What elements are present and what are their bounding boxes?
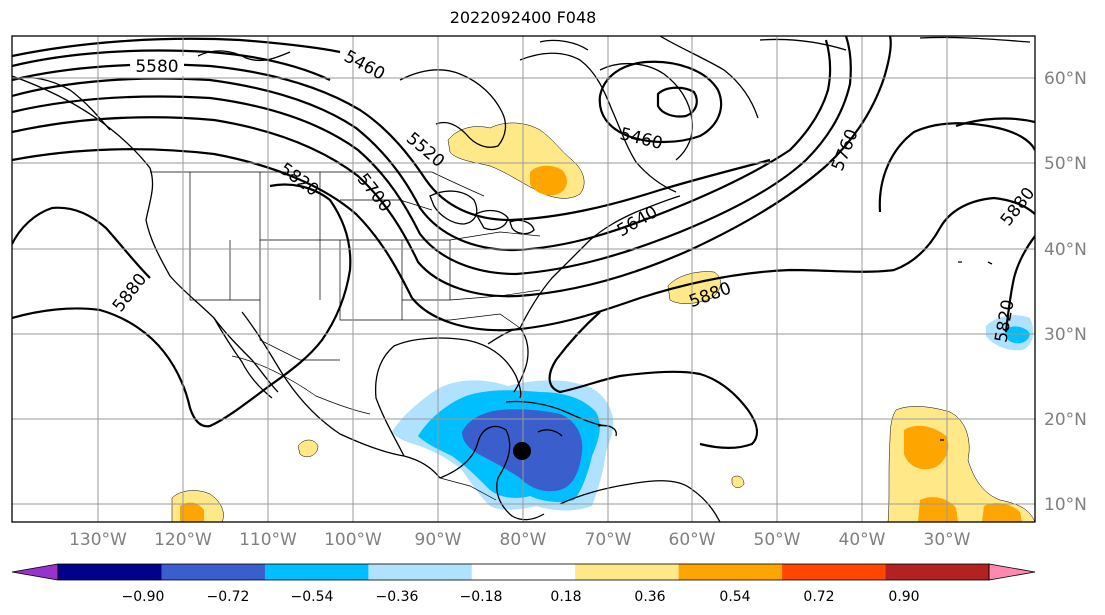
lon-label: 130°W: [69, 530, 127, 550]
pos-anomaly-small2: [731, 475, 745, 488]
pos-anomaly-east-core: [904, 425, 949, 470]
colorbar-tick-label: 0.54: [719, 589, 750, 605]
colorbar-tick-label: −0.90: [122, 589, 165, 605]
lat-label: 60°N: [1044, 69, 1087, 89]
lon-label: 30°W: [924, 530, 971, 550]
height-contours: [12, 36, 1035, 449]
colorbar-segment: [161, 564, 266, 580]
pos-anomaly-east-core3: [982, 503, 1022, 522]
colorbar-extend-min: [11, 563, 59, 581]
map-frame: [11, 35, 1036, 523]
lon-label: 50°W: [754, 530, 801, 550]
colorbar-tick-label: 0.18: [550, 589, 581, 605]
lon-label: 120°W: [154, 530, 212, 550]
colorbar-tick-label: −0.72: [207, 589, 250, 605]
colorbar-tick-label: 0.36: [634, 589, 665, 605]
lon-label: 90°W: [415, 530, 462, 550]
longitude-axis: 130°W 120°W 110°W 100°W 90°W 80°W 70°W 6…: [69, 530, 971, 550]
colorbar-tick-label: 0.72: [803, 589, 834, 605]
map-title: 2022092400 F048: [449, 8, 597, 27]
colorbar-tick-label: −0.54: [291, 589, 334, 605]
pos-anomaly-lakes-core: [530, 165, 567, 196]
colorbar-segment: [885, 564, 990, 580]
pos-anomaly-small1: [297, 439, 319, 457]
colorbar-extend-max: [988, 563, 1036, 581]
lon-label: 40°W: [839, 530, 886, 550]
graticule: [12, 36, 1035, 522]
lon-label: 100°W: [324, 530, 382, 550]
lat-label: 50°N: [1044, 154, 1087, 174]
lon-label: 60°W: [669, 530, 716, 550]
political-borders: [150, 171, 541, 501]
pos-anomaly-east-core2: [918, 497, 958, 522]
colorbar: [11, 563, 1036, 581]
colorbar-tick-label: −0.36: [376, 589, 419, 605]
neg-anomaly-east-core: [1004, 326, 1030, 344]
colorbar-segment: [471, 564, 576, 580]
colorbar-ticks: −0.90 −0.72 −0.54 −0.36 −0.18 0.18 0.36 …: [122, 589, 920, 605]
pos-anomaly-sw-core: [180, 502, 204, 522]
colorbar-frame: [57, 563, 990, 581]
colorbar-segment: [782, 564, 887, 580]
colorbar-tick-label: 0.90: [888, 589, 919, 605]
latitude-axis: 60°N 50°N 40°N 30°N 20°N 10°N: [1044, 69, 1087, 515]
lat-label: 10°N: [1044, 495, 1087, 515]
colorbar-segment: [58, 564, 162, 580]
colorbar-segment: [368, 564, 473, 580]
lon-label: 110°W: [239, 530, 297, 550]
lat-label: 30°N: [1044, 325, 1087, 345]
lat-label: 20°N: [1044, 410, 1087, 430]
lon-label: 80°W: [500, 530, 547, 550]
colorbar-segment: [264, 564, 369, 580]
colorbar-segment: [575, 564, 680, 580]
contour-label: 5580: [135, 57, 178, 77]
lon-label: 70°W: [585, 530, 632, 550]
lat-label: 40°N: [1044, 240, 1087, 260]
colorbar-segment: [678, 564, 783, 580]
colorbar-tick-label: −0.18: [460, 589, 503, 605]
storm-center-marker: [513, 442, 531, 460]
